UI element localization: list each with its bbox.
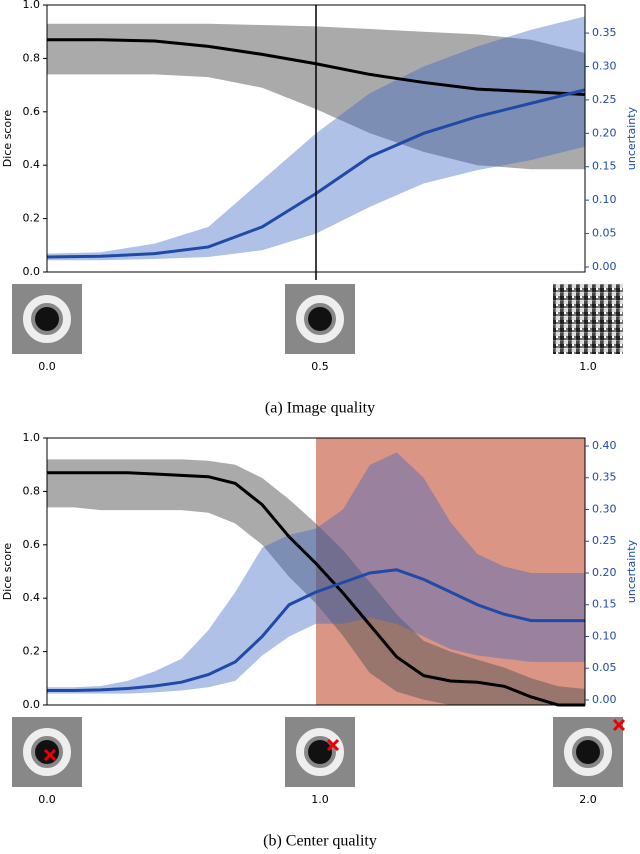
y2-tick-label: 0.00 [592, 260, 617, 273]
band [47, 459, 585, 705]
thumbnail-center [35, 307, 59, 331]
image-label: 1.0 [311, 793, 329, 806]
thumbnail-ring [23, 295, 71, 343]
image-label: 0.5 [311, 360, 329, 373]
y-tick-label: 0.2 [23, 212, 41, 225]
image-label: 0.0 [38, 360, 56, 373]
y2-tick-label: 0.20 [592, 566, 617, 579]
line [47, 568, 585, 692]
y2-tick-label: 0.15 [592, 160, 617, 173]
line [47, 471, 585, 707]
y-tick-label: 0.4 [23, 158, 41, 171]
y-tick-label: 0.0 [23, 265, 41, 278]
plot-frame [46, 437, 586, 706]
y-tick-label: 0.2 [23, 645, 41, 658]
image-label: 2.0 [579, 793, 597, 806]
y2-tick-label: 0.30 [592, 502, 617, 515]
caption: (a) Image quality [265, 400, 375, 417]
y2-axis-label: uncertainty [625, 106, 638, 170]
y2-tick-label: 0.10 [592, 193, 617, 206]
y2-tick-label: 0.05 [592, 661, 617, 674]
thumbnail-ring [296, 295, 344, 343]
y-tick-label: 0.8 [23, 484, 41, 497]
y-tick-label: 0.8 [23, 51, 41, 64]
thumbnail-ring [564, 728, 612, 776]
y2-tick-label: 0.35 [592, 471, 617, 484]
plot-frame [46, 4, 586, 273]
y2-tick-label: 0.20 [592, 126, 617, 139]
y2-axis-label: uncertainty [625, 539, 638, 603]
image-label: 0.0 [38, 793, 56, 806]
center-marker [326, 738, 340, 752]
y-axis-label: Dice score [1, 110, 14, 168]
y2-tick-label: 0.10 [592, 629, 617, 642]
y2-tick-label: 0.30 [592, 59, 617, 72]
thumbnail-center [576, 740, 600, 764]
y2-tick-label: 0.25 [592, 93, 617, 106]
center-marker [612, 718, 626, 732]
y-tick-label: 1.0 [23, 431, 41, 444]
y-axis-label: Dice score [1, 543, 14, 601]
y-tick-label: 0.6 [23, 538, 41, 551]
y-tick-label: 0.6 [23, 105, 41, 118]
thumbnail-ring [23, 728, 71, 776]
image-label: 1.0 [579, 360, 597, 373]
y2-tick-label: 0.25 [592, 534, 617, 547]
thumbnail-center [308, 740, 332, 764]
y2-tick-label: 0.05 [592, 227, 617, 240]
y-tick-label: 1.0 [23, 0, 41, 11]
caption: (b) Center quality [263, 833, 377, 850]
center-marker [43, 748, 57, 762]
thumbnail-ring [296, 728, 344, 776]
y2-tick-label: 0.15 [592, 598, 617, 611]
y2-tick-label: 0.35 [592, 26, 617, 39]
thumbnail [553, 284, 623, 354]
y-tick-label: 0.0 [23, 698, 41, 711]
y-tick-label: 0.4 [23, 591, 41, 604]
band [47, 452, 585, 694]
y2-tick-label: 0.40 [592, 439, 617, 452]
thumbnail-center [308, 307, 332, 331]
y2-tick-label: 0.00 [592, 693, 617, 706]
